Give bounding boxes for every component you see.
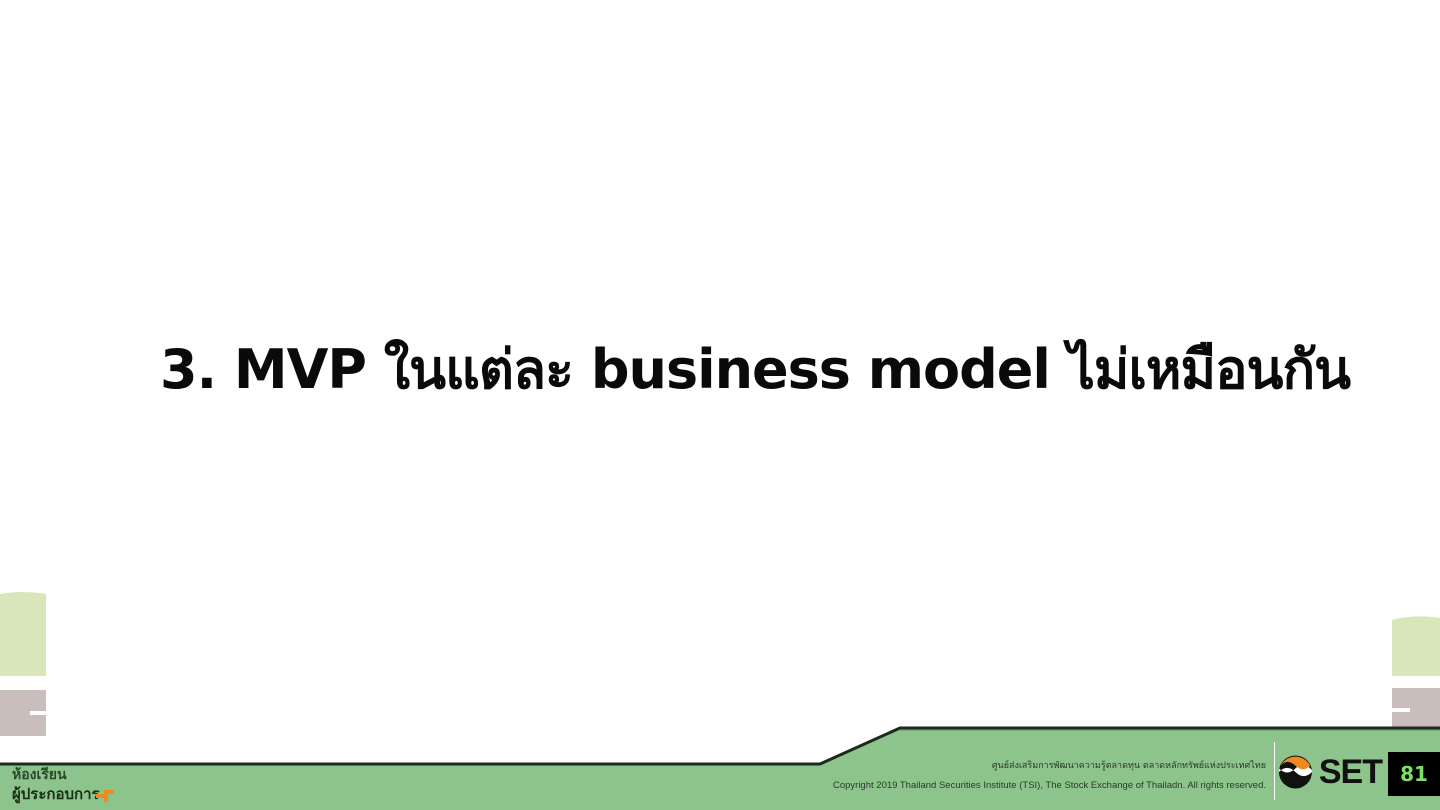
slide-title: 3. MVP ในแต่ละ business model ไม่เหมือนก…: [160, 338, 1351, 401]
brand-logo: ห้องเรียน ผู้ประกอบการ: [12, 766, 114, 808]
footer-divider: [1274, 742, 1275, 800]
brand-line-2: ผู้ประกอบการ: [12, 785, 100, 803]
set-logo-icon: [1278, 755, 1312, 789]
brand-logo-icon: [96, 790, 114, 802]
footer-band: [0, 726, 1440, 810]
tsi-thai-name: ศูนย์ส่งเสริมการพัฒนาความรู้ตลาดทุน ตลาด…: [991, 761, 1266, 771]
copyright-text: Copyright 2019 Thailand Securities Insti…: [832, 780, 1266, 791]
brand-line-1: ห้องเรียน: [12, 767, 67, 783]
set-logo: SET: [1278, 752, 1383, 792]
left-side-decoration: [0, 592, 46, 736]
set-logo-text: SET: [1318, 753, 1383, 791]
page-number: 81: [1388, 752, 1440, 796]
